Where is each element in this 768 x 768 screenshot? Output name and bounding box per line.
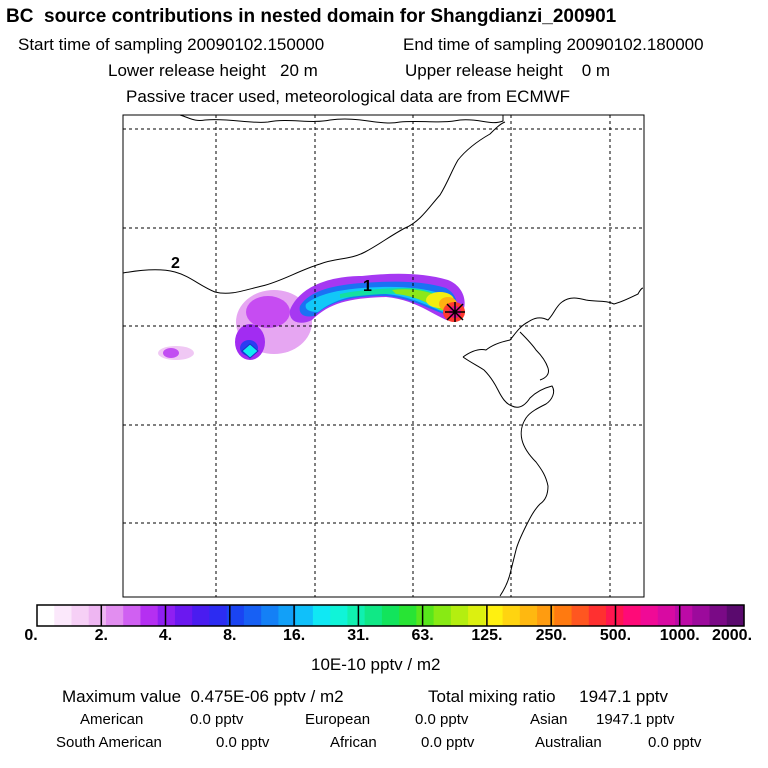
colorbar-cell (709, 605, 728, 626)
colorbar-cell (243, 605, 262, 626)
receptor-star-icon (445, 302, 465, 322)
colorbar-cell (54, 605, 73, 626)
colorbar-cell (140, 605, 159, 626)
colorbar-cell (174, 605, 193, 626)
colorbar-frame (36, 604, 745, 627)
contribution-label: Australian (535, 734, 602, 751)
colorbar-tick-label: 63. (411, 627, 434, 644)
plume-patch (241, 343, 259, 359)
contribution-value: 0.0 pptv (421, 734, 475, 751)
region-label-2: 2 (171, 255, 180, 272)
plume-patch (163, 348, 179, 358)
colorbar-cell (433, 605, 452, 626)
colorbar-cell (226, 605, 245, 626)
colorbar (36, 604, 745, 627)
colorbar-cell (640, 605, 659, 626)
map-frame (122, 114, 645, 598)
colorbar-cell (37, 605, 55, 626)
plume-patch (246, 296, 290, 328)
colorbar-tick-label: 0. (24, 627, 38, 644)
colorbar-cell (192, 605, 211, 626)
colorbar-cell (416, 605, 435, 626)
colorbar-tick-label: 4. (158, 627, 173, 644)
colorbar-tick-label: 2000. (711, 627, 753, 644)
colorbar-cell (157, 605, 176, 626)
colorbar-tick-label: 1000. (659, 627, 700, 644)
contribution-value: 1947.1 pptv (596, 711, 675, 728)
colorbar-cell (537, 605, 555, 626)
start-time-label: Start time of sampling 20090102.150000 (18, 35, 325, 54)
colorbar-cell (692, 605, 711, 626)
colorbar-cell (623, 605, 642, 626)
colorbar-tick-label: 125. (471, 627, 503, 644)
lower-release-height-label: Lower release height 20 m (108, 61, 318, 80)
plot-title: BC source contributions in nested domain… (6, 6, 617, 27)
end-time-label: End time of sampling 20090102.180000 (403, 35, 704, 54)
colorbar-cell (502, 605, 521, 626)
colorbar-tick-label: 16. (282, 627, 306, 644)
colorbar-cell (571, 605, 590, 626)
coastlines (122, 114, 644, 597)
colorbar-tick-label: 2. (94, 627, 108, 644)
colorbar-cells (37, 605, 745, 626)
colorbar-tick-label: 250. (535, 627, 567, 644)
contribution-value: 0.0 pptv (415, 711, 469, 728)
colorbar-tick-label: 500. (599, 627, 632, 644)
lat-lon-grid (123, 115, 644, 597)
colorbar-tick-label: 8. (223, 627, 237, 644)
colorbar-cell (312, 605, 331, 626)
colorbar-tick-marks (100, 605, 681, 626)
colorbar-cell (209, 605, 228, 626)
colorbar-cell (88, 605, 107, 626)
contribution-label: Asian (530, 711, 568, 728)
colorbar-cell (450, 605, 469, 626)
tracer-info-label: Passive tracer used, meteorological data… (126, 87, 571, 106)
concentration-plume (158, 273, 465, 360)
contribution-label: African (330, 734, 377, 751)
colorbar-cell (330, 605, 348, 626)
colorbar-cell (261, 605, 280, 626)
contribution-label: European (305, 711, 371, 728)
contribution-label: South American (56, 734, 162, 751)
maximum-value: Maximum value 0.475E-06 pptv / m2 (62, 687, 344, 706)
region-label-1: 1 (363, 278, 372, 295)
colorbar-cell (675, 605, 693, 626)
colorbar-cell (485, 605, 504, 626)
contribution-value: 0.0 pptv (190, 711, 244, 728)
colorbar-cell (554, 605, 573, 626)
colorbar-cell (399, 605, 417, 626)
colorbar-cell (123, 605, 142, 626)
upper-release-height-label: Upper release height 0 m (405, 61, 611, 80)
colorbar-cell (726, 605, 745, 626)
colorbar-cell (588, 605, 607, 626)
colorbar-cell (105, 605, 124, 626)
colorbar-cell (364, 605, 383, 626)
colorbar-cell (381, 605, 400, 626)
colorbar-cell (468, 605, 486, 626)
colorbar-cell (71, 605, 90, 626)
colorbar-units: 10E-10 pptv / m2 (311, 655, 441, 674)
colorbar-cell (347, 605, 366, 626)
colorbar-cell (519, 605, 538, 626)
total-mixing-ratio: Total mixing ratio 1947.1 pptv (428, 687, 669, 706)
contribution-value: 0.0 pptv (648, 734, 702, 751)
contribution-value: 0.0 pptv (216, 734, 270, 751)
colorbar-cell (657, 605, 676, 626)
contribution-label: American (80, 711, 144, 728)
colorbar-cell (295, 605, 314, 626)
colorbar-tick-label: 31. (347, 627, 370, 644)
colorbar-cell (278, 605, 297, 626)
